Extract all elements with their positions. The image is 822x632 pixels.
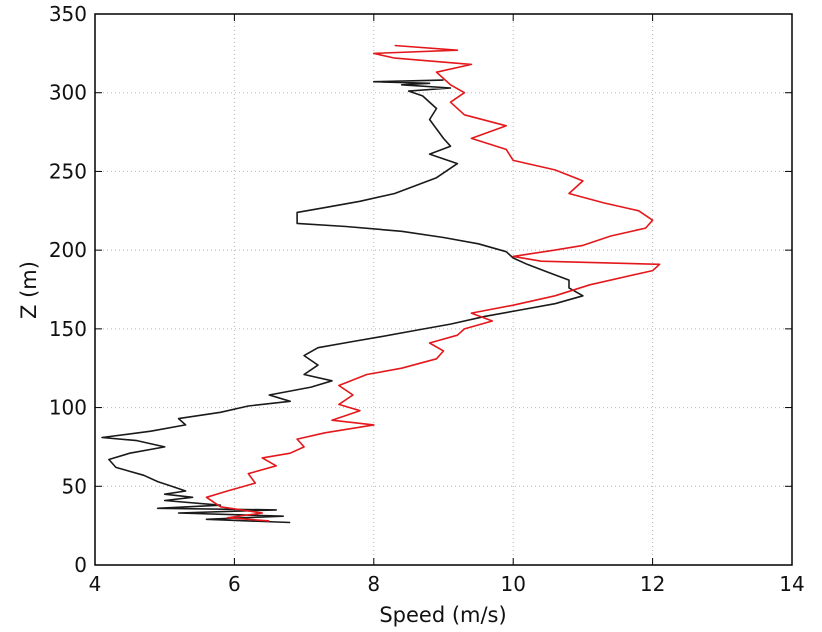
x-tick-label: 10 [500,572,525,596]
series-line-1 [101,79,584,524]
series-layer [101,44,661,524]
ticks: 4 6 8 10 12 14 0 50 100 150 200 250 300 350 [49,2,805,596]
y-tick-label: 150 [49,317,87,341]
y-tick-label: 250 [49,159,87,183]
y-tick-label: 50 [62,474,87,498]
grid [95,14,792,565]
y-tick-label: 0 [74,553,87,577]
plot-frame [94,13,793,566]
x-tick-label: 14 [779,572,804,596]
y-tick-label: 350 [49,2,87,26]
y-axis-label: Z (m) [17,261,41,319]
y-tick-label: 200 [49,238,87,262]
y-tick-label: 300 [49,81,87,105]
plot-area [95,14,792,565]
y-tick-label: 100 [49,396,87,420]
x-tick-label: 4 [89,572,102,596]
x-tick-label: 6 [228,572,241,596]
x-axis-label: Speed (m/s) [379,603,506,627]
x-tick-label: 8 [367,572,380,596]
series-line-2 [205,44,661,522]
x-tick-label: 12 [640,572,665,596]
